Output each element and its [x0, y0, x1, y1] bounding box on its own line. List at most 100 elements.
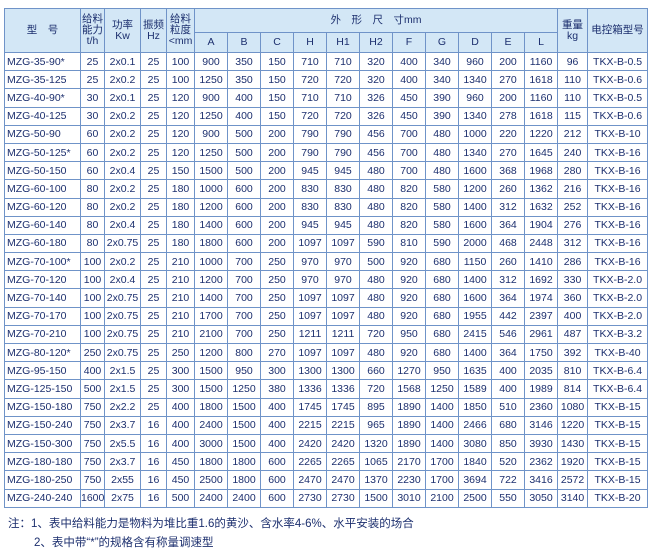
- table-cell: 500: [166, 488, 195, 508]
- table-cell: TKX-B-16: [587, 179, 649, 199]
- table-cell: 400: [166, 433, 195, 454]
- table-cell: 1400: [458, 342, 492, 363]
- table-row: MZG-60-120 80 2x0.2 25 180 1200 600 200 830 830 48…: [4, 197, 649, 217]
- table-cell: 1800: [194, 452, 228, 472]
- table-cell: 1336: [326, 379, 360, 399]
- table-cell: 900: [194, 51, 228, 72]
- table-cell: 450: [392, 88, 426, 108]
- table-cell: 1200: [194, 270, 228, 290]
- notes: 注：1、表中给料能力是物料为堆比重1.6的黄沙、含水率4-6%、水平安装的场合 …: [8, 515, 414, 553]
- table-cell: MZG-125-150: [4, 379, 81, 399]
- table-cell: 442: [491, 306, 525, 326]
- table-cell: 276: [557, 215, 589, 235]
- table-cell: 80: [80, 215, 105, 235]
- table-cell: 400: [491, 361, 525, 381]
- table-cell: 850: [491, 433, 525, 454]
- table-cell: 210: [166, 324, 195, 345]
- table-cell: 390: [425, 106, 459, 126]
- table-cell: MZG-60-140: [4, 215, 81, 235]
- table-cell: 180: [166, 233, 195, 254]
- table-cell: 500: [227, 161, 261, 181]
- table-cell: 2470: [326, 470, 360, 490]
- table-cell: 722: [491, 470, 525, 490]
- table-cell: 790: [326, 142, 360, 163]
- table-cell: 945: [293, 161, 327, 181]
- table-cell: 2500: [458, 488, 492, 508]
- table-cell: 680: [425, 288, 459, 308]
- table-cell: 30: [80, 88, 105, 108]
- table-cell: 480: [359, 179, 393, 199]
- table-cell: 480: [425, 124, 459, 144]
- table-cell: 25: [140, 306, 167, 326]
- table-cell: 1750: [523, 342, 559, 363]
- table-cell: 700: [392, 142, 426, 163]
- table-cell: MZG-35-125: [4, 70, 81, 90]
- table-cell: 580: [425, 215, 459, 235]
- table-cell: 800: [227, 342, 261, 363]
- table-cell: 680: [425, 252, 459, 272]
- table-cell: 80: [80, 233, 105, 254]
- table-cell: 1370: [359, 470, 393, 490]
- table-cell: 600: [227, 215, 261, 235]
- table-cell: TKX-B-16: [587, 215, 649, 235]
- table-cell: 326: [359, 88, 393, 108]
- table-row: MZG-70-170 100 2x0.75 25 210 1700 700 250 1097 10…: [4, 306, 649, 326]
- table-cell: TKX-B-15: [587, 433, 649, 454]
- table-cell: 450: [166, 470, 195, 490]
- table-cell: 1150: [458, 252, 492, 272]
- table-cell: 1250: [227, 379, 261, 399]
- table-cell: 1160: [523, 88, 559, 108]
- table-cell: 270: [491, 70, 525, 90]
- table-cell: TKX-B-20: [587, 488, 649, 508]
- table-cell: 1600: [458, 161, 492, 181]
- table-cell: 400: [260, 433, 294, 454]
- table-cell: 960: [458, 88, 492, 108]
- table-cell: MZG-50-125*: [4, 142, 81, 163]
- table-cell: 200: [260, 179, 294, 199]
- table-cell: 100: [80, 324, 105, 345]
- table-cell: 700: [227, 252, 261, 272]
- table-cell: MZG-70-120: [4, 270, 81, 290]
- table-cell: 1400: [425, 433, 459, 454]
- table-cell: 700: [227, 306, 261, 326]
- table-cell: 830: [326, 197, 360, 217]
- table-cell: 278: [491, 106, 525, 126]
- table-cell: 110: [557, 88, 589, 108]
- table-cell: 830: [293, 179, 327, 199]
- table-cell: 945: [293, 215, 327, 235]
- table-cell: 1320: [359, 433, 393, 454]
- table-cell: 1160: [523, 51, 559, 72]
- table-cell: 480: [359, 197, 393, 217]
- header-cell: 电控箱型号: [587, 8, 649, 53]
- table-cell: 312: [491, 197, 525, 217]
- table-cell: 1250: [194, 142, 228, 163]
- table-cell: 1974: [523, 288, 559, 308]
- table-cell: 2397: [523, 306, 559, 326]
- table-cell: 330: [557, 270, 589, 290]
- table-cell: 364: [491, 288, 525, 308]
- header-cell: L: [523, 32, 559, 53]
- table-cell: 240: [557, 142, 589, 163]
- table-cell: 25: [140, 197, 167, 217]
- table-cell: 2400: [194, 488, 228, 508]
- table-cell: MZG-180-180: [4, 452, 81, 472]
- table-cell: 300: [166, 361, 195, 381]
- table-cell: 25: [140, 342, 167, 363]
- table-cell: 200: [260, 197, 294, 217]
- table-cell: 1500: [227, 415, 261, 435]
- table-cell: 25: [140, 142, 167, 163]
- table-cell: 2x0.2: [104, 124, 141, 144]
- table-cell: MZG-50-150: [4, 161, 81, 181]
- table-cell: 920: [392, 270, 426, 290]
- table-cell: TKX-B-0.5: [587, 51, 649, 72]
- table-row: MZG-95-150 400 2x1.5 25 300 1500 950 300 1300 130…: [4, 361, 649, 381]
- table-cell: 60: [80, 124, 105, 144]
- table-cell: 380: [260, 379, 294, 399]
- table-cell: 2x0.75: [104, 324, 141, 345]
- header-cell: G: [425, 32, 459, 53]
- table-cell: 480: [359, 215, 393, 235]
- table-cell: 580: [425, 179, 459, 199]
- table-cell: 700: [227, 324, 261, 345]
- table-cell: 1250: [194, 70, 228, 90]
- table-cell: 500: [227, 124, 261, 144]
